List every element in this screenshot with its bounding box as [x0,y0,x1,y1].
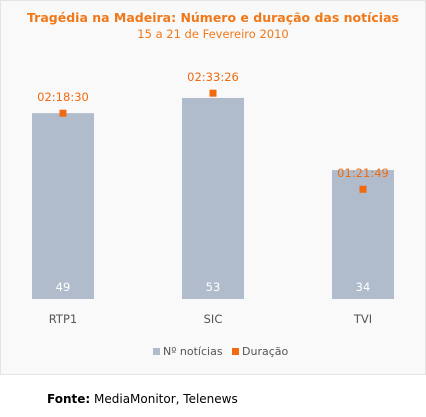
source-text: MediaMonitor, Telenews [94,392,238,406]
legend-label-duracao: Duração [242,345,288,358]
chart-title: Tragédia na Madeira: Número e duração da… [27,10,399,25]
legend-label-noticias: Nº notícias [163,345,223,358]
source-note: Fonte: MediaMonitor, Telenews [47,392,238,406]
duration-label-tvi: 01:21:49 [337,166,389,180]
duration-point-tvi [359,185,367,193]
duration-point-rtp1 [59,109,67,117]
category-label-rtp1: RTP1 [49,312,77,326]
duration-label-sic: 02:33:26 [187,70,239,84]
bar-value-label-rtp1: 49 [56,280,71,294]
category-label-sic: SIC [204,312,223,326]
bar-sic [182,97,244,299]
duration-label-rtp1: 02:18:30 [37,90,89,104]
legend-swatch-duracao [232,348,239,355]
category-label-tvi: TVI [353,312,372,326]
source-label: Fonte: [47,392,91,406]
bar-value-label-tvi: 34 [356,280,371,294]
bar-value-label-sic: 53 [206,280,221,294]
chart-subtitle: 15 a 21 de Fevereiro 2010 [137,27,289,41]
chart-plot: 49 RTP1 02:18:30 53 SIC 02:33:26 34 TVI 01:21:49… [32,70,394,358]
legend-swatch-noticias [153,348,160,355]
bar-rtp1 [32,113,94,299]
duration-point-sic [209,89,217,97]
